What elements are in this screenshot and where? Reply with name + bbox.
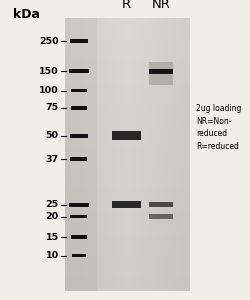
Text: 15: 15 xyxy=(46,232,59,242)
Bar xyxy=(69,203,89,206)
Bar xyxy=(71,235,86,239)
Text: 25: 25 xyxy=(46,200,59,209)
Bar xyxy=(71,89,86,92)
Text: 2ug loading
NR=Non-
reduced
R=reduced: 2ug loading NR=Non- reduced R=reduced xyxy=(196,104,242,151)
Bar xyxy=(70,215,87,218)
Bar xyxy=(150,214,173,219)
Text: 100: 100 xyxy=(39,86,59,95)
Text: 50: 50 xyxy=(46,131,59,140)
Text: 37: 37 xyxy=(46,154,59,164)
Bar xyxy=(150,69,173,74)
Bar xyxy=(150,61,173,85)
Text: 150: 150 xyxy=(39,67,59,76)
Text: 10: 10 xyxy=(46,251,59,260)
Text: kDa: kDa xyxy=(13,8,40,20)
Bar xyxy=(70,39,88,43)
Bar xyxy=(72,254,86,257)
Bar xyxy=(150,202,173,207)
Bar xyxy=(112,131,140,140)
Text: 75: 75 xyxy=(46,103,59,112)
Bar xyxy=(70,157,87,161)
Bar xyxy=(71,106,86,109)
Bar xyxy=(70,134,88,137)
Text: NR: NR xyxy=(152,0,171,11)
Text: 20: 20 xyxy=(46,212,59,221)
Bar xyxy=(112,201,140,208)
Text: R: R xyxy=(122,0,131,11)
Bar xyxy=(69,69,89,73)
Text: 250: 250 xyxy=(39,37,59,46)
